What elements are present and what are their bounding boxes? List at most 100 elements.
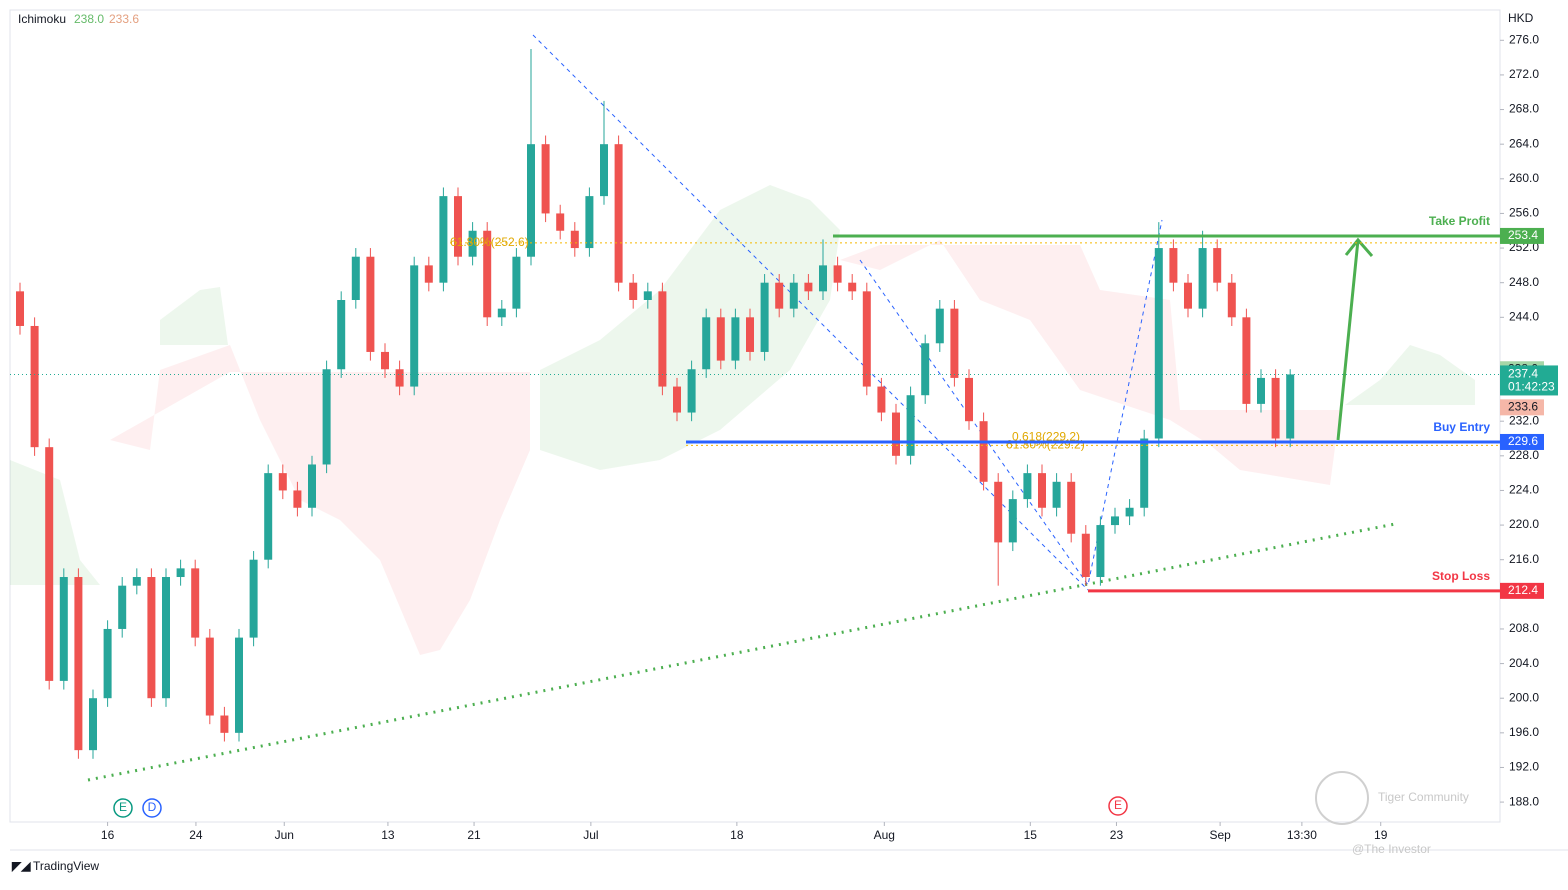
x-tick-label: 23 <box>1110 828 1124 842</box>
candle-body <box>526 144 535 257</box>
candle-body <box>337 300 346 370</box>
event-marker[interactable] <box>113 798 133 818</box>
x-tick-label: 19 <box>1374 828 1388 842</box>
candle-body <box>1183 282 1192 309</box>
candle-body <box>176 568 185 578</box>
candle-body <box>921 343 930 396</box>
candle-body <box>235 637 244 733</box>
candle-body <box>994 481 1003 543</box>
candle-body <box>249 559 258 638</box>
candle-body <box>1125 507 1134 517</box>
candle-body <box>585 196 594 249</box>
candle-body <box>1140 438 1149 508</box>
candle-body <box>308 464 317 508</box>
candle-body <box>351 256 360 300</box>
candle-body <box>147 577 156 699</box>
candle-body <box>687 369 696 413</box>
candle-body <box>59 577 68 681</box>
candle-body <box>1256 377 1265 404</box>
candle-body <box>599 144 608 197</box>
y-tick-label: 276.0 <box>1509 32 1539 46</box>
candle-body <box>103 628 112 699</box>
candle-body <box>1213 248 1222 283</box>
candle-body <box>74 577 83 751</box>
price-tag-label: 253.4 <box>1508 228 1538 242</box>
candle-body <box>220 715 229 733</box>
x-tick-label: Jun <box>275 828 294 842</box>
level-name: Take Profit <box>1429 214 1490 228</box>
candle-body <box>935 308 944 344</box>
y-tick-label: 228.0 <box>1509 448 1539 462</box>
y-tick-label: 264.0 <box>1509 136 1539 150</box>
price-tag <box>1500 399 1544 416</box>
candle-body <box>1154 248 1163 439</box>
level-name: Stop Loss <box>1432 569 1490 583</box>
candle-body <box>818 265 827 292</box>
y-tick-label: 260.0 <box>1509 171 1539 185</box>
candle-body <box>322 369 331 465</box>
candle-body <box>132 577 141 586</box>
candle-body <box>629 282 638 300</box>
y-tick-label: 208.0 <box>1509 621 1539 635</box>
candle-body <box>278 473 287 491</box>
candle-body <box>45 447 54 681</box>
candle-body <box>89 698 98 751</box>
candle-body <box>760 282 769 352</box>
candle-body <box>30 325 39 448</box>
watermark: Tiger Community <box>1378 790 1469 804</box>
x-tick-label: 24 <box>189 828 203 842</box>
fib-label: 61.80%(252.6) <box>450 235 529 249</box>
x-tick-label: 21 <box>467 828 481 842</box>
y-tick-label: 200.0 <box>1509 690 1539 704</box>
event-marker[interactable] <box>142 798 162 818</box>
candle-body <box>658 291 667 387</box>
candle-body <box>643 291 652 300</box>
candle-body <box>862 291 871 387</box>
price-tag <box>1500 227 1544 244</box>
y-tick-label: 224.0 <box>1509 483 1539 497</box>
fib-drawing <box>532 34 1163 591</box>
cloud-green <box>10 185 1475 585</box>
price-tag-label: 229.6 <box>1508 434 1538 448</box>
candle-body <box>775 282 784 309</box>
candle-body <box>964 377 973 422</box>
countdown: 01:42:23 <box>1508 380 1555 394</box>
candle-body <box>16 291 25 326</box>
brand: TradingView <box>33 859 99 873</box>
candle-body <box>556 213 565 231</box>
candle-body <box>1023 473 1032 500</box>
currency: HKD <box>1508 11 1534 25</box>
candle-body <box>424 265 433 283</box>
candle-body <box>1037 473 1046 508</box>
x-tick-label: 18 <box>730 828 744 842</box>
event-label: D <box>148 800 157 814</box>
candle-body <box>789 282 798 309</box>
candle-body <box>848 282 857 292</box>
price-tag <box>1500 365 1558 396</box>
candle-body <box>672 386 681 413</box>
candle-body <box>541 144 550 214</box>
candle-body <box>716 317 725 361</box>
price-tag-label: 237.4 <box>1508 367 1538 381</box>
candle-body <box>1286 374 1295 439</box>
level-name: Buy Entry <box>1433 420 1490 434</box>
x-tick-label: Sep <box>1209 828 1231 842</box>
candle-body <box>979 421 988 482</box>
indicator-name: Ichimoku <box>18 12 66 26</box>
price-tag-label: 212.4 <box>1508 583 1538 597</box>
candle-body <box>906 395 915 456</box>
candle-body <box>1271 377 1280 439</box>
y-tick-label: 256.0 <box>1509 206 1539 220</box>
candle-body <box>1110 516 1119 526</box>
candle-body <box>614 144 623 283</box>
price-tag <box>1500 433 1544 450</box>
watermark: @The Investor <box>1352 842 1431 856</box>
candle-body <box>512 256 521 309</box>
trend-line <box>87 522 1396 782</box>
event-marker[interactable] <box>1108 796 1128 816</box>
candle-body <box>877 386 886 413</box>
candle-body <box>410 265 419 387</box>
candle-body <box>454 196 463 257</box>
indicator-value: 233.6 <box>109 12 139 26</box>
